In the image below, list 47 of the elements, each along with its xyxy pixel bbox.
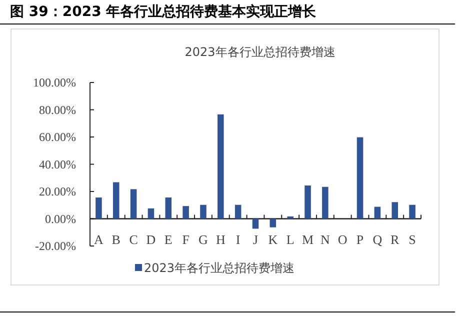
x-tick-label: P [356,232,364,247]
bar [218,114,224,219]
x-tick-label: R [390,232,400,247]
bar [96,197,102,219]
y-tick-label: 80.00% [39,102,76,117]
x-tick-label: H [216,232,226,247]
x-tick-label: C [129,232,138,247]
bar [252,218,259,229]
bar [374,206,381,219]
x-tick-label: O [338,232,348,247]
bar [322,186,328,219]
bar [112,182,120,219]
x-tick-label: A [94,232,104,247]
x-tick-label: N [320,232,330,247]
y-tick-label: -20.00% [35,239,76,253]
y-tick-label: 0.00% [45,212,76,226]
y-tick-label: 20.00% [39,184,76,198]
bar [287,216,294,219]
y-tick-label: 100.00% [33,76,76,90]
chart-subtitle: 2023年各行业总招待费增速 [184,45,336,59]
chart-title: 图 39：2023 年各行业总招待费基本实现正增长 [10,3,318,20]
bar [304,186,311,219]
x-tick-label: Q [372,232,383,247]
x-tick-label: G [198,232,208,247]
x-tick-label: K [268,232,278,247]
x-tick-label: M [302,232,314,247]
x-tick-label: L [286,232,294,247]
bar [270,218,276,228]
x-tick-label: I [236,232,240,247]
bar [234,204,242,219]
x-tick-label: S [408,232,416,247]
x-tick-label: J [252,232,258,247]
bar [130,189,137,219]
bar [182,206,189,219]
x-tick-label: B [112,232,121,247]
x-tick-label: D [146,232,156,247]
y-tick-label: 40.00% [39,157,76,172]
bar [392,202,398,219]
bar [148,208,154,219]
x-tick-label: E [164,232,172,247]
x-tick-label: F [182,232,190,247]
bar [165,197,172,219]
bar [409,204,416,219]
y-tick-label: 60.00% [39,130,76,144]
legend-label: 2023年各行业总招待费增速 [144,261,295,275]
bar [200,204,206,219]
bar [356,137,364,219]
